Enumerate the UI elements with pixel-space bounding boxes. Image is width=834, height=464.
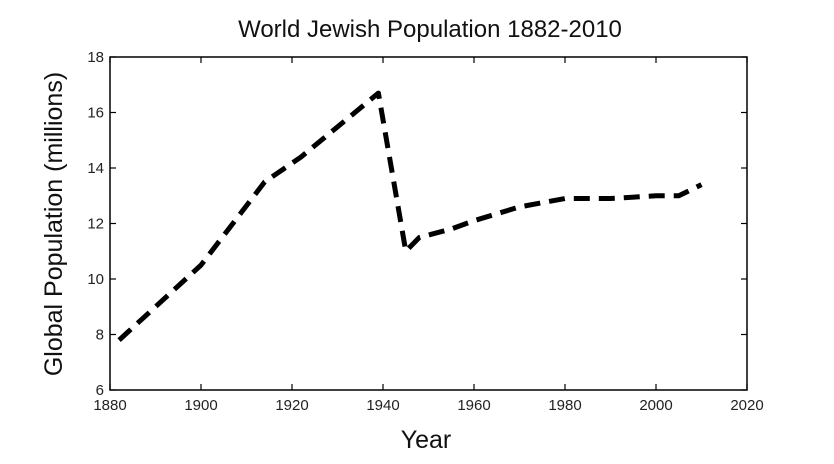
y-tick-label: 18 bbox=[87, 49, 104, 66]
plot-area bbox=[109, 56, 748, 391]
x-tick-label: 2020 bbox=[730, 397, 763, 414]
y-tick-label: 12 bbox=[87, 216, 104, 233]
x-tick-label: 1960 bbox=[457, 397, 490, 414]
y-tick-label: 8 bbox=[96, 327, 104, 344]
y-tick-label: 14 bbox=[87, 160, 104, 177]
x-axis-title: Year bbox=[401, 426, 452, 454]
x-tick-label: 1920 bbox=[275, 397, 308, 414]
x-tick-label: 2000 bbox=[639, 397, 672, 414]
plot-frame bbox=[109, 56, 748, 391]
y-tick-label: 16 bbox=[87, 105, 104, 122]
y-axis: 6 8 10 12 14 16 18 bbox=[87, 49, 747, 399]
x-axis: 1880 1900 1920 1940 1960 1980 2000 2020 bbox=[93, 57, 764, 414]
x-tick-label: 1880 bbox=[93, 397, 126, 414]
x-tick-label: 1940 bbox=[366, 397, 399, 414]
y-tick-label: 6 bbox=[96, 382, 104, 399]
series-line bbox=[117, 90, 703, 342]
x-tick-label: 1980 bbox=[548, 397, 581, 414]
series bbox=[117, 90, 703, 342]
chart-title: World Jewish Population 1882-2010 bbox=[238, 16, 622, 43]
y-tick-label: 10 bbox=[87, 271, 104, 288]
y-axis-title: Global Population (millions) bbox=[40, 72, 68, 376]
x-tick-label: 1900 bbox=[184, 397, 217, 414]
